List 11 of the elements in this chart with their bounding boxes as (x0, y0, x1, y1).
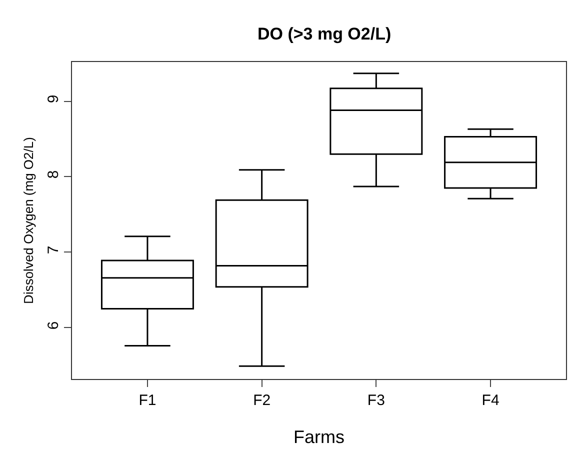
y-tick-label: 8 (45, 170, 62, 179)
x-tick-label: F3 (367, 392, 385, 409)
y-axis-title: Dissolved Oxygen (mg O2/L) (20, 137, 36, 304)
y-tick-label: 7 (45, 246, 62, 254)
x-tick-label: F4 (482, 392, 500, 409)
x-tick-label: F1 (138, 392, 156, 409)
x-tick-label: F2 (253, 392, 271, 409)
y-tick-label: 9 (45, 94, 62, 104)
x-axis-title: Farms (294, 427, 344, 448)
chart-title: DO (>3 mg O2/L) (257, 24, 392, 44)
y-tick-label: 6 (45, 321, 62, 330)
